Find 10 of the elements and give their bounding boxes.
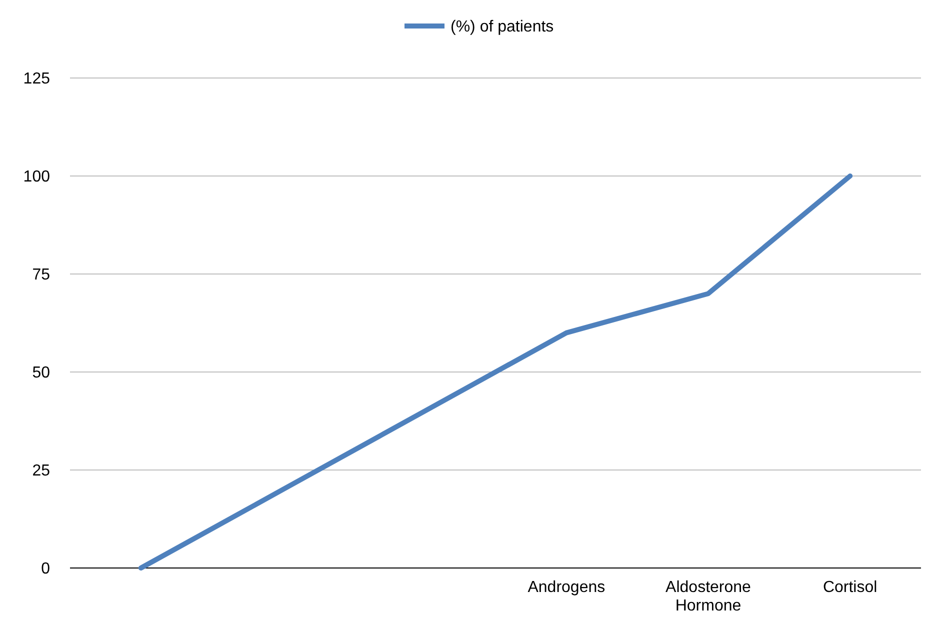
x-tick-label: Androgens [528,579,606,596]
x-tick-label: Cortisol [822,579,878,596]
y-tick-label: 125 [23,70,50,88]
y-tick-label: 100 [23,168,50,186]
y-tick-label: 50 [32,364,50,382]
y-tick-label: 0 [41,560,50,578]
x-tick-label: Aldosterone Hormone [666,579,752,614]
y-tick-label: 75 [32,266,50,284]
legend-label: (%) of patients [450,18,554,36]
y-tick-label: 25 [32,462,50,480]
